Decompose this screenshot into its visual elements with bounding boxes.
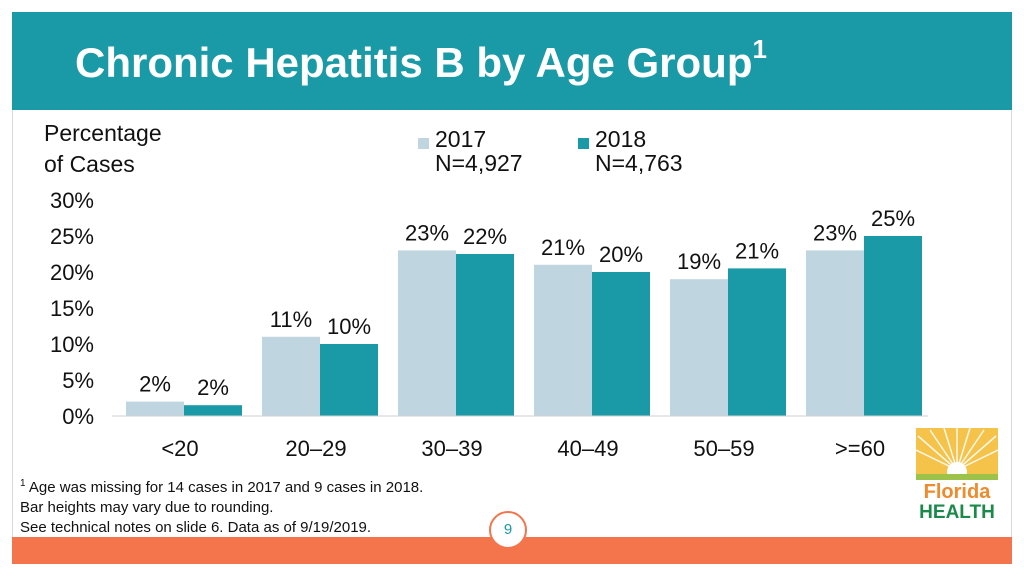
data-label-2018: 25% <box>871 206 915 231</box>
y-tick-label: 10% <box>50 332 94 357</box>
footnote-line-3: See technical notes on slide 6. Data as … <box>20 519 372 536</box>
data-label-2017: 23% <box>405 220 449 245</box>
y-tick-label: 0% <box>62 404 94 429</box>
logo-text-florida: Florida <box>924 481 992 503</box>
x-tick-label: 30–39 <box>421 436 482 461</box>
slide-title: Chronic Hepatitis B by Age Group1 <box>75 34 767 86</box>
y-tick-label: 20% <box>50 260 94 285</box>
x-tick-label: 50–59 <box>693 436 754 461</box>
bar-2017-0 <box>126 401 184 416</box>
bar-2018-3 <box>592 272 650 416</box>
footnote-line-2: Bar heights may vary due to rounding. <box>20 499 274 516</box>
data-label-2018: 22% <box>463 224 507 249</box>
bar-2017-2 <box>398 250 456 416</box>
legend-count-2018: N=4,763 <box>595 150 683 176</box>
bar-2017-5 <box>806 250 864 416</box>
legend-swatch-2017 <box>418 138 429 149</box>
bar-2017-1 <box>262 336 320 416</box>
legend-swatch-2018 <box>578 138 589 149</box>
page-number: 9 <box>489 511 527 549</box>
x-tick-label: <20 <box>161 436 198 461</box>
x-tick-label: >=60 <box>835 436 885 461</box>
y-tick-label: 30% <box>50 188 94 213</box>
bar-2018-0 <box>184 405 242 416</box>
x-tick-label: 40–49 <box>557 436 618 461</box>
bar-2017-4 <box>670 279 728 416</box>
footnote-line-1: 1 Age was missing for 14 cases in 2017 a… <box>20 478 424 496</box>
y-tick-label: 5% <box>62 368 94 393</box>
x-tick-label: 20–29 <box>285 436 346 461</box>
y-tick-label: 25% <box>50 224 94 249</box>
legend-name-2017: 2017 <box>435 126 487 152</box>
data-label-2017: 23% <box>813 220 857 245</box>
bar-2018-5 <box>864 236 922 416</box>
data-label-2017: 19% <box>677 249 721 274</box>
logo-text-health: HEALTH <box>919 502 995 520</box>
legend-count-2017: N=4,927 <box>435 150 523 176</box>
data-label-2017: 21% <box>541 235 585 260</box>
bar-2018-2 <box>456 254 514 416</box>
bar-2018-4 <box>728 268 786 416</box>
florida-health-logo: Florida HEALTH <box>916 428 998 520</box>
data-label-2018: 10% <box>327 314 371 339</box>
data-label-2017: 11% <box>270 307 312 332</box>
y-tick-label: 15% <box>50 296 94 321</box>
data-label-2017: 2% <box>139 372 171 397</box>
logo-ground <box>916 474 998 480</box>
data-label-2018: 21% <box>735 238 779 263</box>
title-bar <box>12 12 1012 110</box>
bar-2018-1 <box>320 344 378 416</box>
data-label-2018: 2% <box>197 375 229 400</box>
bar-2017-3 <box>534 264 592 416</box>
data-label-2018: 20% <box>599 242 643 267</box>
footnote: 1 Age was missing for 14 cases in 2017 a… <box>20 474 423 538</box>
legend-name-2018: 2018 <box>595 126 647 152</box>
y-axis-label: Percentage of Cases <box>44 120 162 177</box>
